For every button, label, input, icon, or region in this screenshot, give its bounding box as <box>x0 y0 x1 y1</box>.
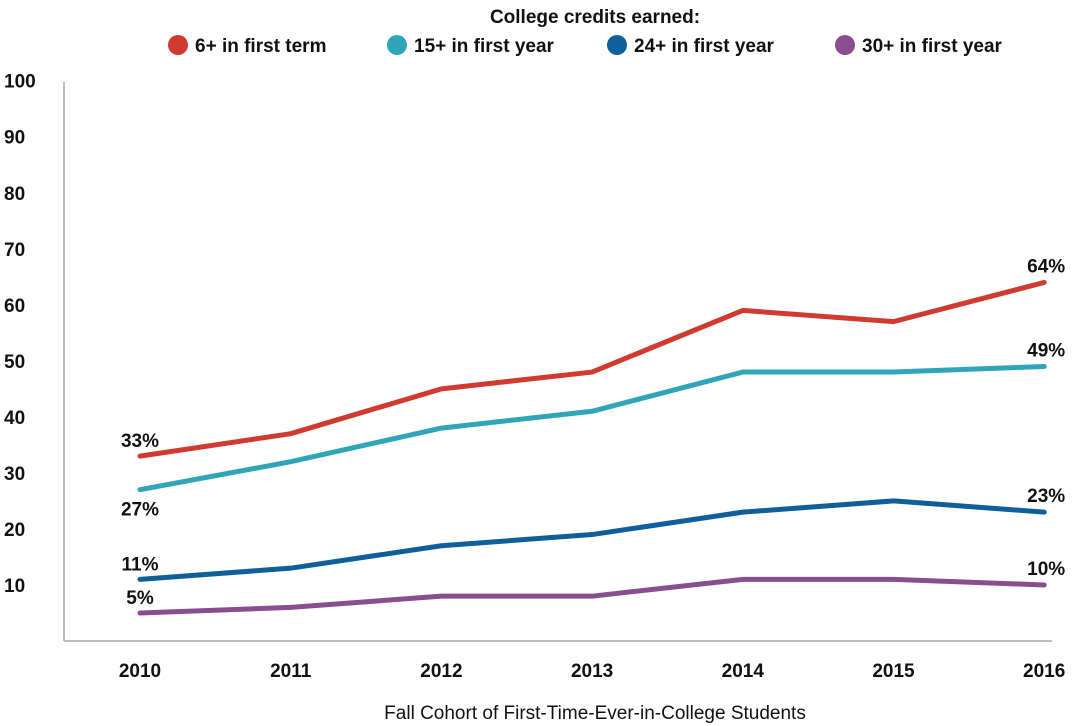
axes <box>63 82 1052 642</box>
y-tick-label: 60 <box>4 296 25 317</box>
y-tick-label: 70 <box>4 240 25 261</box>
series-line <box>137 279 1047 459</box>
series-line <box>137 363 1047 493</box>
x-tick-label: 2010 <box>119 661 161 682</box>
data-label-end: 64% <box>1027 256 1065 277</box>
x-axis-label: Fall Cohort of First-Time-Ever-in-Colleg… <box>384 703 806 724</box>
legend-swatch <box>607 35 627 55</box>
legend-title: College credits earned: <box>490 7 700 28</box>
y-tick-label: 100 <box>4 72 36 93</box>
y-tick-label: 90 <box>4 128 25 149</box>
legend-label: 30+ in first year <box>862 36 1003 57</box>
legend-label: 24+ in first year <box>634 36 775 57</box>
series-line <box>137 498 1047 582</box>
x-tick-label: 2013 <box>571 661 613 682</box>
x-tick-label: 2011 <box>270 661 312 682</box>
data-label-start: 33% <box>121 431 159 452</box>
legend-label: 6+ in first term <box>195 36 326 57</box>
data-label-start: 11% <box>122 554 159 575</box>
series-line <box>137 576 1047 616</box>
y-tick-label: 80 <box>4 184 25 205</box>
data-label-end: 49% <box>1027 340 1065 361</box>
legend-item: 6+ in first term <box>168 35 326 57</box>
y-tick-label: 40 <box>4 408 25 429</box>
legend-item: 24+ in first year <box>607 35 775 57</box>
data-label-end: 23% <box>1027 486 1065 507</box>
legend-swatch <box>387 35 407 55</box>
data-label-end: 10% <box>1027 559 1065 580</box>
legend-item: 30+ in first year <box>835 35 1003 57</box>
legend: College credits earned: 6+ in first term… <box>168 7 1003 57</box>
x-tick-label: 2014 <box>722 661 765 682</box>
y-tick-label: 30 <box>4 464 25 485</box>
data-label-start: 27% <box>121 500 159 521</box>
legend-label: 15+ in first year <box>414 36 555 57</box>
legend-swatch <box>168 35 188 55</box>
data-label-start: 5% <box>126 588 154 609</box>
y-tick-label: 10 <box>4 576 25 597</box>
y-tick-label: 50 <box>4 352 25 373</box>
x-tick-label: 2016 <box>1023 661 1065 682</box>
y-tick-label: 20 <box>4 520 25 541</box>
x-tick-label: 2012 <box>420 661 462 682</box>
x-tick-label: 2015 <box>872 661 915 682</box>
legend-swatch <box>835 35 855 55</box>
legend-item: 15+ in first year <box>387 35 555 57</box>
